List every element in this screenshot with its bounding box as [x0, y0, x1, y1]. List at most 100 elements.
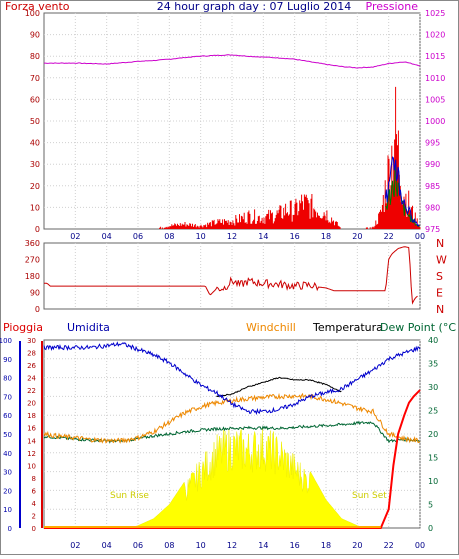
- legend-dewpoint: Dew Point (°C: [380, 321, 456, 334]
- compass-tick-label: E: [436, 287, 443, 300]
- pressure-axis-title: Pressione: [366, 0, 419, 13]
- humidity-tick-label: 40: [3, 450, 12, 458]
- x-tick-label: 06: [133, 232, 143, 241]
- pressure-tick-label: 975: [425, 225, 440, 234]
- dewpoint-line: [43, 420, 421, 444]
- wind-tick-label: 70: [30, 74, 40, 83]
- temperature-tick-label: 30: [428, 383, 438, 392]
- compass-tick-label: N: [436, 303, 444, 316]
- wind-tick-label: 60: [30, 95, 40, 104]
- wind-tick-label: 0: [35, 225, 40, 234]
- rain-tick-label: 28: [27, 350, 36, 358]
- temperature-tick-label: 10: [428, 477, 438, 486]
- rain-tick-label: 14: [27, 437, 36, 445]
- x-tick-label: 06: [133, 541, 143, 550]
- x-tick-label: 00: [415, 541, 425, 550]
- temperature-tick-label: 0: [428, 524, 433, 533]
- rain-tick-label: 26: [27, 362, 36, 370]
- direction-tick-label: 360: [25, 239, 40, 248]
- chart-title: 24 hour graph day : 07 Luglio 2014: [157, 0, 352, 13]
- humidity-tick-label: 60: [3, 412, 12, 420]
- humidity-tick-label: 10: [3, 506, 12, 514]
- temperature-tick-label: 40: [428, 336, 438, 345]
- temperature-tick-label: 20: [428, 430, 438, 439]
- humidity-tick-label: 30: [3, 469, 12, 477]
- rain-tick-label: 16: [27, 425, 36, 433]
- wind-tick-label: 80: [30, 52, 40, 61]
- humidity-tick-label: 0: [8, 525, 12, 533]
- pressure-tick-label: 990: [425, 160, 440, 169]
- windchill-line: [43, 392, 421, 444]
- rain-tick-label: 24: [27, 375, 36, 383]
- x-tick-label: 22: [384, 541, 394, 550]
- sun-rise-label: Sun Rise: [110, 491, 149, 501]
- wind-direction-line: [44, 246, 418, 305]
- humidity-tick-label: 80: [3, 375, 12, 383]
- x-tick-label: 20: [352, 232, 362, 241]
- pressure-tick-label: 1010: [425, 74, 445, 83]
- wind-average-line: [385, 156, 420, 227]
- x-tick-label: 18: [321, 541, 331, 550]
- x-tick-label: 12: [227, 232, 237, 241]
- wind-axis-title: Forza vento: [5, 0, 70, 13]
- solar-radiation-area: [130, 427, 366, 529]
- legend-umidita: Umidita: [67, 321, 110, 334]
- sun-set-label: Sun Set: [352, 491, 387, 501]
- x-tick-label: 16: [290, 232, 300, 241]
- rain-tick-label: 18: [27, 412, 36, 420]
- wind-tick-label: 20: [30, 182, 40, 191]
- pressure-tick-label: 995: [425, 139, 440, 148]
- wind-tick-label: 40: [30, 139, 40, 148]
- rain-tick-label: 2: [32, 512, 36, 520]
- rain-tick-label: 22: [27, 387, 36, 395]
- x-tick-label: 12: [227, 541, 237, 550]
- legend-windchill: Windchill: [246, 321, 296, 334]
- temperature-line: [216, 376, 342, 398]
- pressure-tick-label: 985: [425, 182, 440, 191]
- direction-tick-label: 90: [30, 289, 40, 298]
- rain-tick-label: 20: [27, 400, 36, 408]
- humidity-tick-label: 100: [0, 337, 12, 345]
- legend-pioggia: Pioggia: [3, 321, 43, 334]
- temperature-tick-label: 35: [428, 360, 438, 369]
- x-tick-label: 00: [415, 232, 425, 241]
- x-tick-label: 04: [102, 541, 112, 550]
- x-tick-label: 02: [70, 232, 80, 241]
- x-tick-label: 18: [321, 232, 331, 241]
- direction-tick-label: 0: [35, 305, 40, 314]
- rain-tick-label: 6: [32, 487, 37, 495]
- humidity-tick-label: 20: [3, 487, 12, 495]
- humidity-tick-label: 50: [3, 431, 12, 439]
- wind-tick-label: 100: [25, 9, 40, 18]
- x-tick-label: 14: [258, 232, 268, 241]
- pressure-tick-label: 1005: [425, 95, 445, 104]
- x-tick-label: 04: [102, 232, 112, 241]
- x-tick-label: 20: [352, 541, 362, 550]
- pressure-tick-label: 1025: [425, 9, 445, 18]
- rain-tick-label: 8: [32, 475, 36, 483]
- x-tick-label: 16: [290, 541, 300, 550]
- compass-tick-label: W: [436, 254, 447, 267]
- direction-tick-label: 180: [25, 272, 40, 281]
- humidity-line: [43, 341, 421, 416]
- compass-tick-label: N: [436, 237, 444, 250]
- x-tick-label: 14: [258, 541, 268, 550]
- pressure-tick-label: 1015: [425, 52, 445, 61]
- direction-tick-label: 270: [25, 256, 40, 265]
- x-tick-label: 08: [164, 541, 174, 550]
- rain-line: [44, 389, 421, 529]
- x-tick-label: 08: [164, 232, 174, 241]
- wind-tick-label: 90: [30, 31, 40, 40]
- temperature-tick-label: 15: [428, 454, 438, 463]
- wind-tick-label: 10: [30, 203, 40, 212]
- x-tick-label: 10: [196, 541, 206, 550]
- rain-tick-label: 10: [27, 462, 36, 470]
- pressure-line: [44, 54, 421, 69]
- rain-tick-label: 30: [27, 337, 36, 345]
- pressure-tick-label: 1000: [425, 117, 445, 126]
- compass-tick-label: S: [436, 270, 443, 283]
- legend-temperatura: Temperatura: [312, 321, 383, 334]
- humidity-tick-label: 90: [3, 356, 12, 364]
